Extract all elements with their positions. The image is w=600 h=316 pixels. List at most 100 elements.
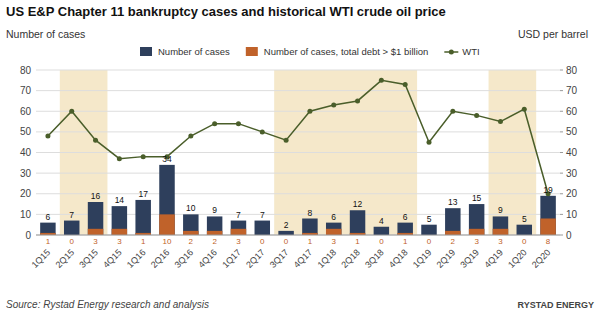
- y2-tick: [560, 131, 563, 132]
- bar: [112, 206, 127, 235]
- data-label: 9: [212, 205, 217, 215]
- line-marker: [117, 156, 122, 161]
- line-marker: [450, 109, 455, 114]
- bar: [350, 210, 365, 235]
- data-label: 12: [353, 199, 363, 209]
- line-marker: [355, 98, 360, 103]
- data-label: 6: [46, 212, 51, 222]
- x-tick-label: 1Q18: [315, 247, 338, 270]
- data-label: 1: [403, 237, 408, 246]
- x-tick-label: 2Q19: [435, 247, 458, 270]
- x-tick-label: 2Q17: [244, 247, 267, 270]
- y2-tick: [560, 193, 563, 194]
- x-tick-label: 3Q18: [363, 247, 386, 270]
- data-label: 8: [546, 237, 551, 246]
- y-tick-label: 20: [20, 188, 32, 199]
- line: [48, 80, 548, 193]
- bar: [88, 202, 103, 235]
- data-label: 19: [543, 185, 553, 195]
- bar: [183, 231, 198, 235]
- data-label: 6: [403, 212, 408, 222]
- grid-line: [36, 235, 560, 236]
- legend-label: WTI: [462, 46, 479, 57]
- legend-swatch: [449, 50, 454, 55]
- y-axis-label: Number of cases: [6, 28, 85, 40]
- grid-line: [36, 173, 560, 174]
- bar: [421, 225, 436, 235]
- bar: [112, 229, 127, 235]
- data-label: 17: [138, 189, 148, 199]
- y2-tick: [560, 214, 563, 215]
- bar: [88, 229, 103, 235]
- bar: [540, 219, 555, 236]
- data-label: 1: [355, 237, 360, 246]
- y2-tick: [560, 70, 563, 71]
- data-label: 7: [236, 210, 241, 220]
- y2-tick-label: 40: [566, 147, 578, 158]
- x-tick-label: 4Q16: [196, 247, 219, 270]
- chart: 0102030405060708001020304050607080671614…: [0, 0, 600, 316]
- bar: [493, 229, 508, 235]
- x-tick-label: 4Q15: [101, 247, 124, 270]
- line-marker: [212, 121, 217, 126]
- y2-axis-label: USD per barrel: [518, 28, 588, 40]
- x-tick-label: 2Q18: [339, 247, 362, 270]
- data-label: 2: [212, 237, 217, 246]
- bar: [493, 216, 508, 235]
- line-marker: [236, 121, 241, 126]
- data-label: 15: [472, 193, 482, 203]
- data-label: 3: [93, 237, 98, 246]
- line-marker: [45, 134, 50, 139]
- bar: [231, 229, 246, 235]
- line-marker: [498, 119, 503, 124]
- data-label: 2: [451, 237, 456, 246]
- x-axis-line: [36, 235, 560, 236]
- y2-tick-label: 70: [566, 85, 578, 96]
- x-tick-label: 1Q19: [411, 247, 434, 270]
- data-label: 3: [474, 237, 479, 246]
- data-label: 10: [186, 203, 196, 213]
- data-label: 0: [70, 237, 75, 246]
- line-marker: [284, 138, 289, 143]
- line-marker: [188, 134, 193, 139]
- y2-tick: [560, 235, 563, 236]
- y-tick-label: 40: [20, 147, 32, 158]
- grid-line: [36, 193, 560, 194]
- bar: [159, 165, 174, 235]
- data-label: 5: [427, 214, 432, 224]
- bar: [397, 223, 412, 235]
- bar: [326, 223, 341, 235]
- line-marker: [260, 129, 265, 134]
- y-tick-label: 30: [20, 168, 32, 179]
- legend-label: Number of cases, total debt > $1 billion: [264, 46, 429, 57]
- y2-tick: [560, 152, 563, 153]
- data-label: 4: [379, 216, 384, 226]
- grid-line: [36, 111, 560, 112]
- data-label: 9: [498, 205, 503, 215]
- y-tick-label: 10: [20, 209, 32, 220]
- line-marker: [522, 107, 527, 112]
- x-tick-label: 1Q20: [506, 247, 529, 270]
- y2-tick: [560, 111, 563, 112]
- bar: [231, 221, 246, 235]
- bar: [469, 204, 484, 235]
- legend-label: Number of cases: [158, 46, 230, 57]
- data-label: 10: [163, 237, 172, 246]
- bar: [64, 221, 79, 235]
- bar: [207, 216, 222, 235]
- data-label: 3: [498, 237, 503, 246]
- x-tick-label: 2Q15: [53, 247, 76, 270]
- grid-line: [36, 152, 560, 153]
- marks: [40, 78, 556, 235]
- y2-tick-label: 30: [566, 168, 578, 179]
- line-marker: [69, 109, 74, 114]
- bar: [159, 214, 174, 235]
- bar: [40, 223, 55, 235]
- data-label: 3: [236, 237, 241, 246]
- grid-line: [36, 131, 560, 132]
- bar: [135, 200, 150, 235]
- y-tick-label: 60: [20, 106, 32, 117]
- legend-swatch: [246, 47, 258, 56]
- x-tick-label: 3Q19: [458, 247, 481, 270]
- line-marker: [403, 82, 408, 87]
